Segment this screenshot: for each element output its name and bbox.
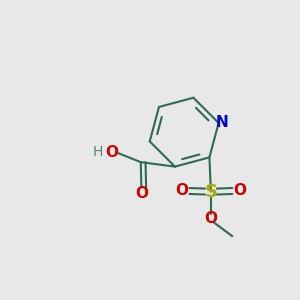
Text: S: S bbox=[204, 183, 218, 201]
Text: O: O bbox=[176, 184, 189, 199]
Text: O: O bbox=[105, 145, 119, 160]
Text: H: H bbox=[93, 145, 104, 159]
Text: O: O bbox=[135, 187, 148, 202]
Text: O: O bbox=[204, 211, 218, 226]
Text: O: O bbox=[233, 184, 246, 199]
Text: N: N bbox=[216, 115, 229, 130]
